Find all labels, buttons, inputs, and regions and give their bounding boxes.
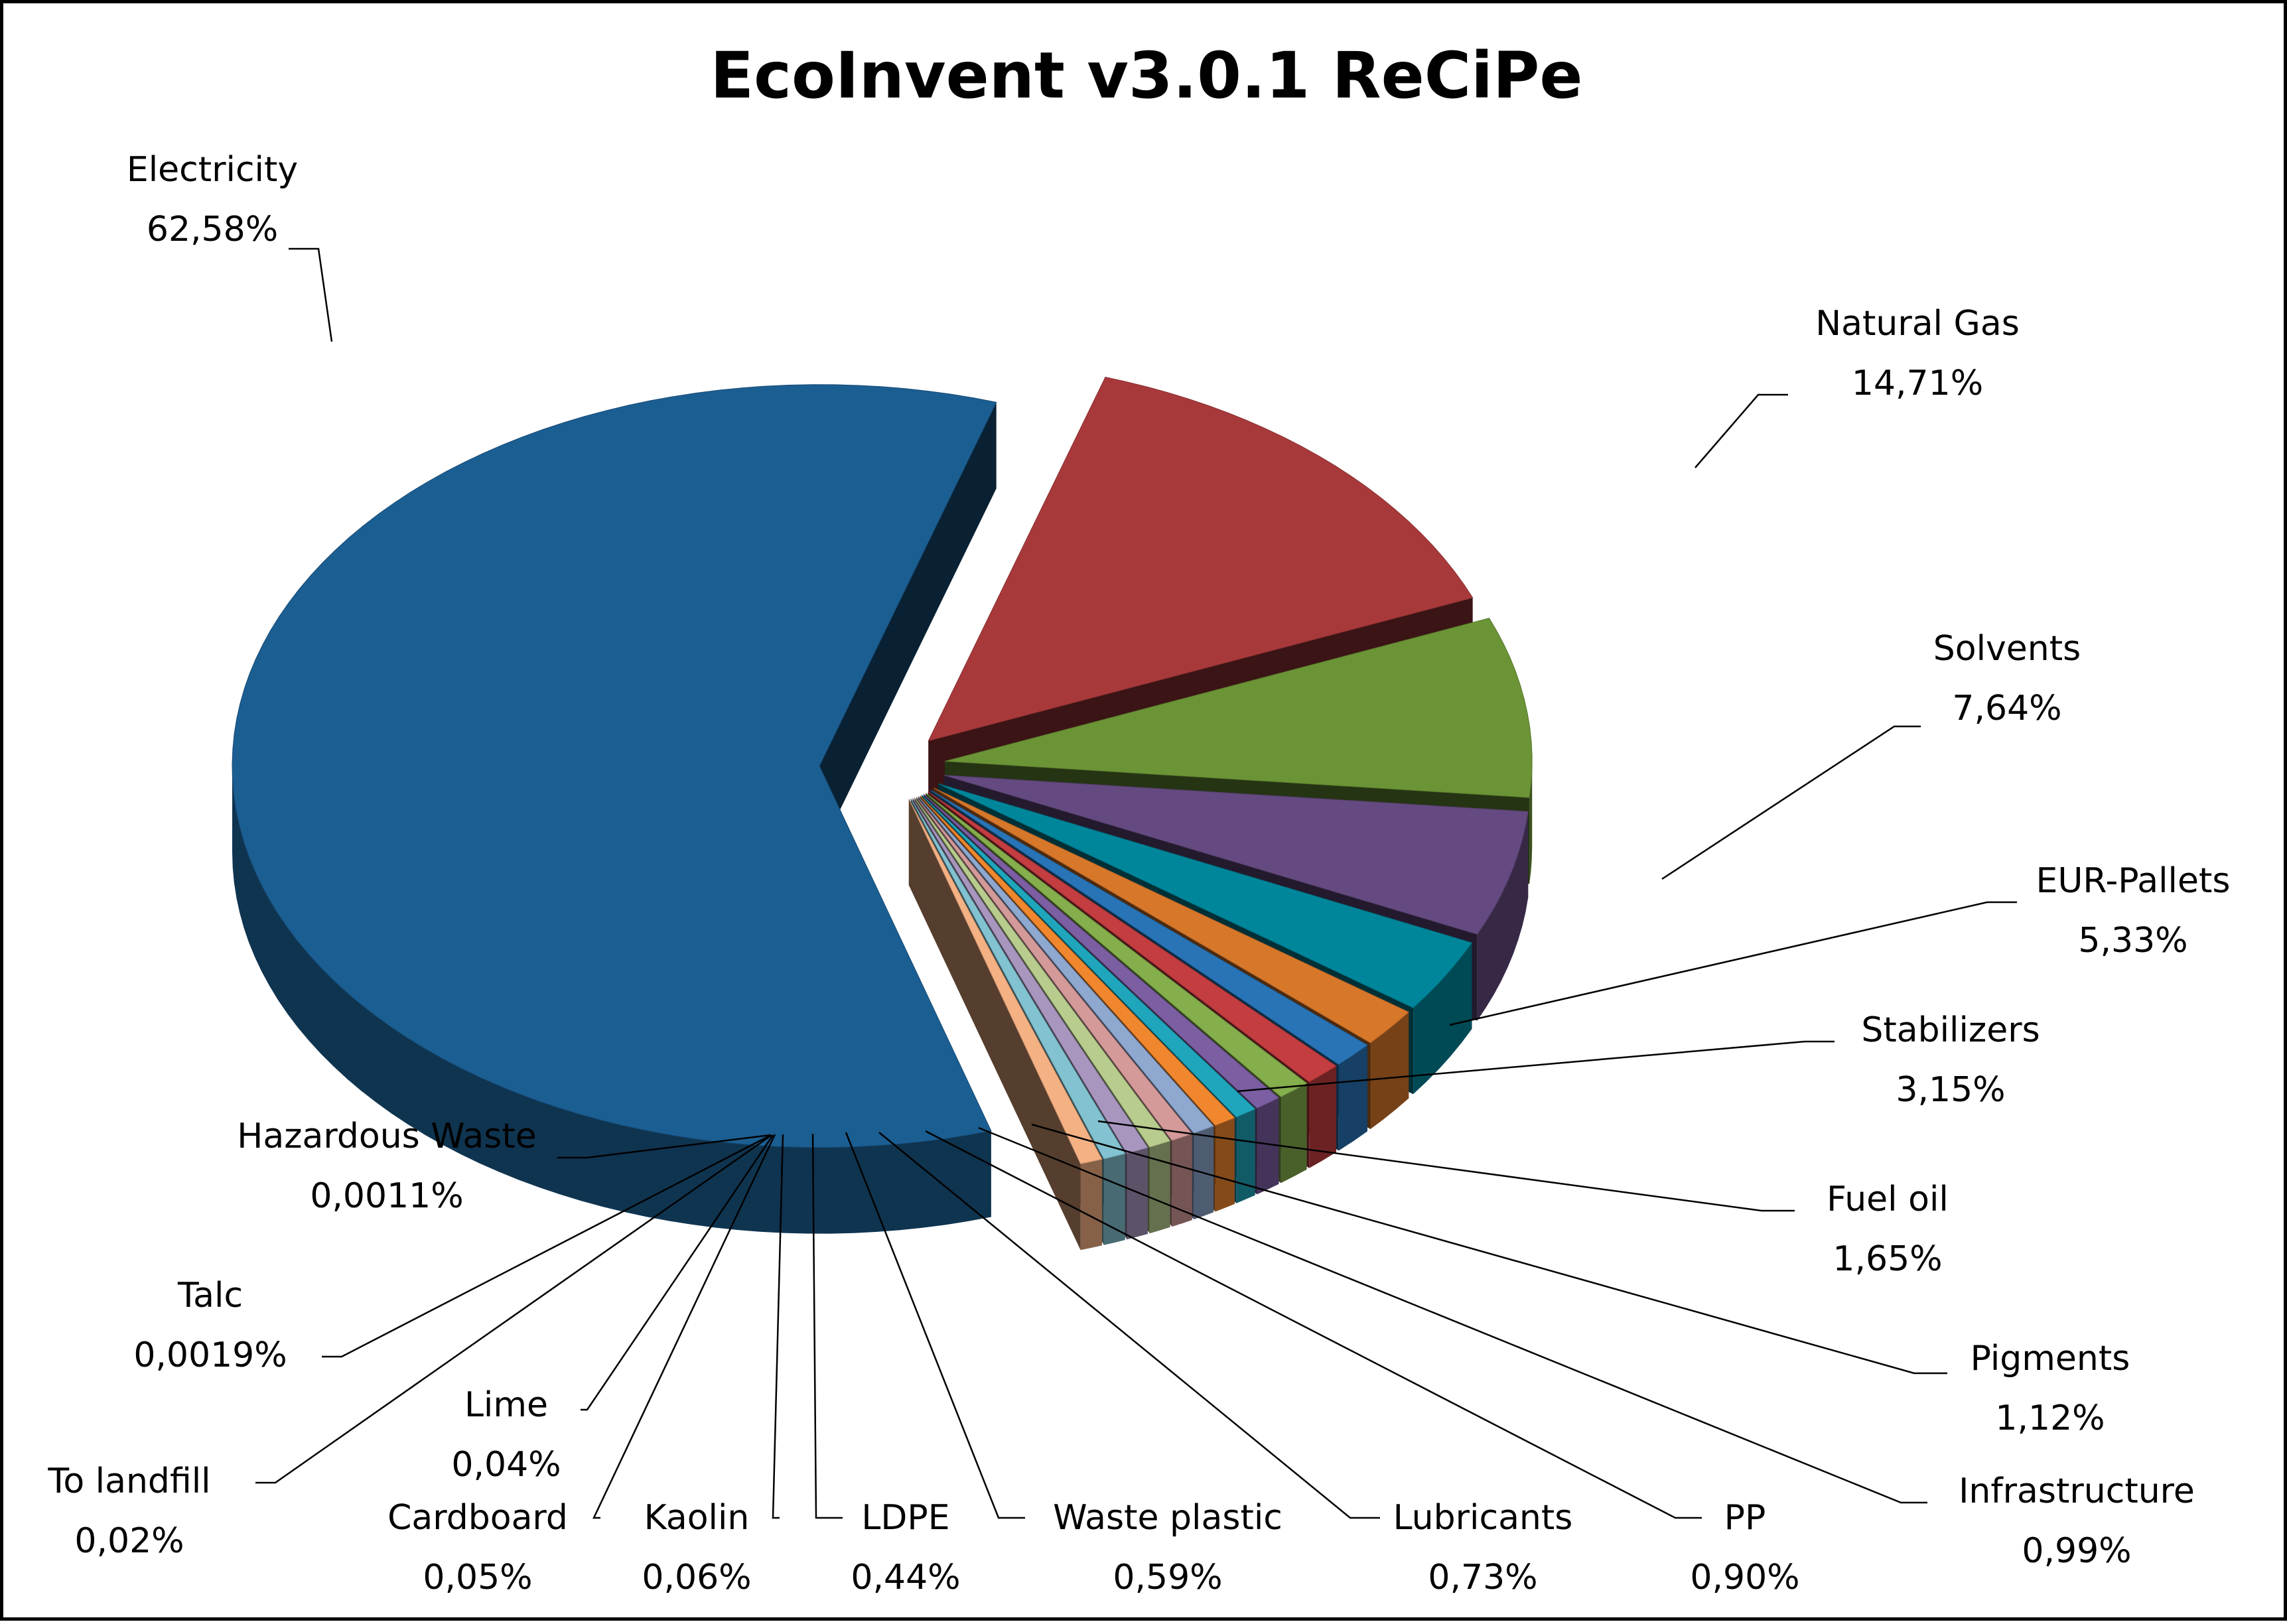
leader-line-cardboard (592, 1134, 776, 1519)
slice-value-lime: 0,04% (451, 1445, 561, 1485)
slice-value-infrastructure: 0,99% (2022, 1531, 2131, 1571)
slice-value-ldpe: 0,44% (851, 1558, 960, 1597)
leader-line-ldpe (811, 1133, 843, 1519)
slice-label-hazardous-waste: Hazardous Waste (237, 1116, 536, 1156)
slice-value-cardboard: 0,05% (423, 1558, 532, 1597)
slice-label-kaolin: Kaolin (644, 1498, 750, 1538)
pie-slice-hazardous-waste (908, 799, 1103, 1251)
pie-chart: EcoInvent v3.0.1 ReCiPe Electricity 62,58… (47, 38, 2231, 1597)
slice-value-solvents: 7,64% (1952, 689, 2061, 728)
slice-label-lime: Lime (464, 1385, 548, 1425)
leader-line-stabilizers (1237, 1040, 1835, 1093)
leader-line-infrastructure (978, 1126, 1927, 1504)
leader-line-solvents (1661, 725, 1921, 880)
leader-line-kaolin (772, 1134, 784, 1519)
leader-line-electricity (289, 247, 333, 342)
slice-value-kaolin: 0,06% (642, 1558, 751, 1597)
slice-value-to-landfill: 0,02% (74, 1521, 184, 1561)
slice-label-pp: PP (1724, 1498, 1766, 1538)
slice-value-fuel-oil: 1,65% (1833, 1239, 1942, 1279)
leader-line-lime (581, 1134, 774, 1411)
leader-line-waste-plastic (845, 1132, 1025, 1519)
slice-label-solvents: Solvents (1933, 629, 2081, 669)
leader-line-pp (925, 1130, 1702, 1519)
slice-label-natural-gas: Natural Gas (1815, 304, 2020, 344)
leader-line-pigments (1031, 1123, 1947, 1375)
slice-value-waste-plastic: 0,59% (1113, 1558, 1222, 1597)
slice-label-infrastructure: Infrastructure (1959, 1471, 2195, 1511)
slice-label-eur-pallets: EUR-Pallets (2036, 861, 2231, 901)
slice-label-waste-plastic: Waste plastic (1053, 1498, 1282, 1538)
leader-line-fuel-oil (1097, 1120, 1795, 1212)
slice-value-pp: 0,90% (1690, 1558, 1799, 1597)
slice-value-lubricants: 0,73% (1428, 1558, 1537, 1597)
slice-value-stabilizers: 3,15% (1896, 1070, 2005, 1110)
slice-label-stabilizers: Stabilizers (1861, 1010, 2040, 1050)
slice-label-talc: Talc (177, 1276, 243, 1316)
pie-slice-electricity (232, 384, 997, 1234)
leader-line-eur-pallets (1449, 901, 2017, 1026)
slice-label-cardboard: Cardboard (387, 1498, 568, 1538)
slice-value-pigments: 1,12% (1995, 1398, 2105, 1438)
slice-label-lubricants: Lubricants (1393, 1498, 1573, 1538)
slice-label-pigments: Pigments (1971, 1339, 2130, 1379)
slice-label-fuel-oil: Fuel oil (1827, 1180, 1949, 1219)
chart-title: EcoInvent v3.0.1 ReCiPe (710, 38, 1582, 113)
slice-value-hazardous-waste: 0,0011% (310, 1176, 463, 1216)
leader-line-to-landfill (255, 1134, 772, 1484)
slice-value-natural-gas: 14,71% (1852, 364, 1983, 403)
leader-line-lubricants (878, 1132, 1380, 1519)
slice-value-electricity: 62,58% (147, 210, 278, 249)
leader-line-natural-gas (1695, 393, 1788, 468)
slice-label-electricity: Electricity (127, 150, 298, 190)
slice-label-to-landfill: To landfill (47, 1461, 210, 1501)
slice-value-eur-pallets: 5,33% (2078, 921, 2187, 961)
slice-label-ldpe: LDPE (861, 1498, 949, 1538)
leader-line-hazardous-waste (557, 1134, 771, 1159)
slice-value-talc: 0,0019% (133, 1335, 287, 1375)
leader-line-talc (322, 1134, 772, 1358)
